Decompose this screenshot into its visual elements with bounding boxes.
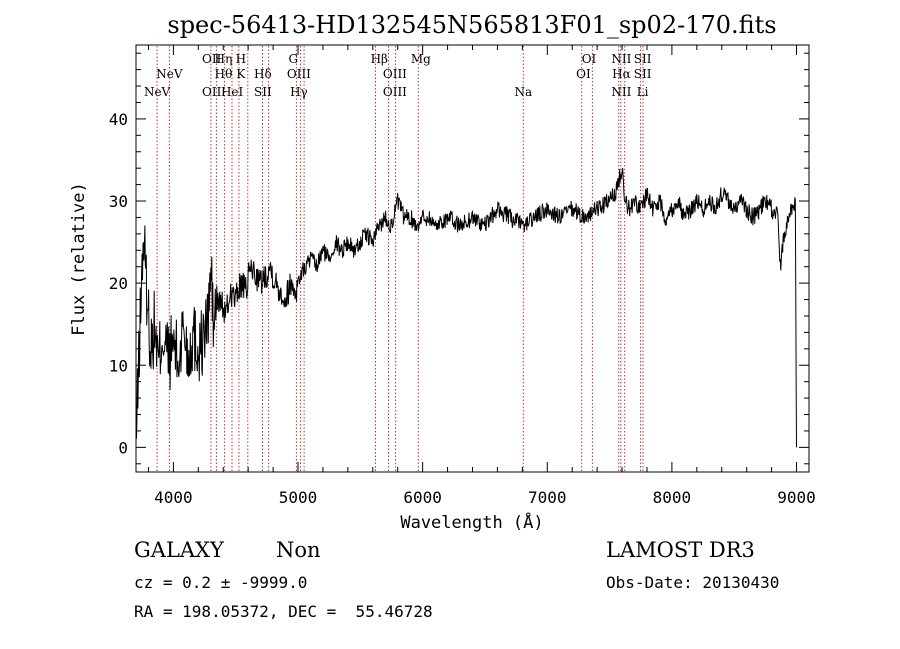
survey-name: LAMOST DR3 [606, 538, 755, 562]
x-tick-label-1: 5000 [279, 488, 318, 507]
y-axis: 0 10 20 30 40 [109, 52, 809, 465]
y-tick-label-0: 0 [118, 438, 128, 457]
spectral-line-markers [156, 46, 644, 471]
line-label-22: Hα [612, 67, 631, 81]
observation-date: Obs-Date: 20130430 [606, 573, 780, 592]
flux-series-line [135, 167, 797, 448]
y-tick-label-3: 30 [109, 192, 128, 211]
y-axis-label: Flux (relative) [69, 182, 89, 336]
line-label-1: NeV [156, 67, 183, 81]
line-label-21: NII [611, 52, 631, 66]
line-label-20: OI [576, 67, 591, 81]
x-axis-label: Wavelength (Å) [400, 511, 543, 533]
x-tick-label-4: 8000 [653, 488, 692, 507]
line-label-15: OIII [383, 67, 407, 81]
line-label-11: G [289, 52, 299, 66]
line-label-3: OII [202, 85, 222, 99]
line-label-10: SII [254, 85, 272, 99]
line-label-12: OIII [287, 67, 311, 81]
line-label-18: Na [514, 85, 532, 99]
line-label-8: K [236, 67, 246, 81]
line-label-25: SII [634, 67, 652, 81]
redshift-readout: cz = 0.2 ± -9999.0 [134, 573, 308, 592]
y-tick-label-4: 40 [109, 110, 128, 129]
y-tick-label-1: 10 [109, 356, 128, 375]
ra-dec-readout: RA = 198.05372, DEC = 55.46728 [134, 602, 433, 621]
line-label-2: OII [202, 52, 222, 66]
chart-title: spec-56413-HD132545N565813F01_sp02-170.f… [167, 11, 776, 39]
x-tick-label-0: 4000 [154, 488, 193, 507]
line-label-9: Hδ [254, 67, 272, 81]
x-tick-label-3: 7000 [528, 488, 567, 507]
x-axis: 4000 5000 6000 7000 8000 9000 [147, 45, 816, 507]
plot-frame [135, 44, 810, 473]
line-label-19: OI [582, 52, 597, 66]
line-label-7: H [236, 52, 246, 66]
line-label-14: Hβ [371, 52, 388, 66]
x-tick-label-5: 9000 [777, 488, 816, 507]
line-label-26: Li [637, 85, 649, 99]
line-label-6: HeI [221, 85, 244, 99]
line-label-5: Hθ [215, 67, 233, 81]
y-tick-label-2: 20 [109, 274, 128, 293]
object-class: GALAXY [134, 538, 224, 562]
object-subclass: Non [276, 538, 321, 562]
x-tick-label-2: 6000 [403, 488, 442, 507]
line-label-0: NeV [144, 85, 171, 99]
line-label-4: Hη [215, 52, 233, 66]
line-label-17: Mg [411, 52, 431, 66]
line-label-13: Hγ [290, 85, 308, 99]
line-label-24: SII [634, 52, 652, 66]
line-label-16: OIII [383, 85, 407, 99]
line-label-23: NII [611, 85, 631, 99]
